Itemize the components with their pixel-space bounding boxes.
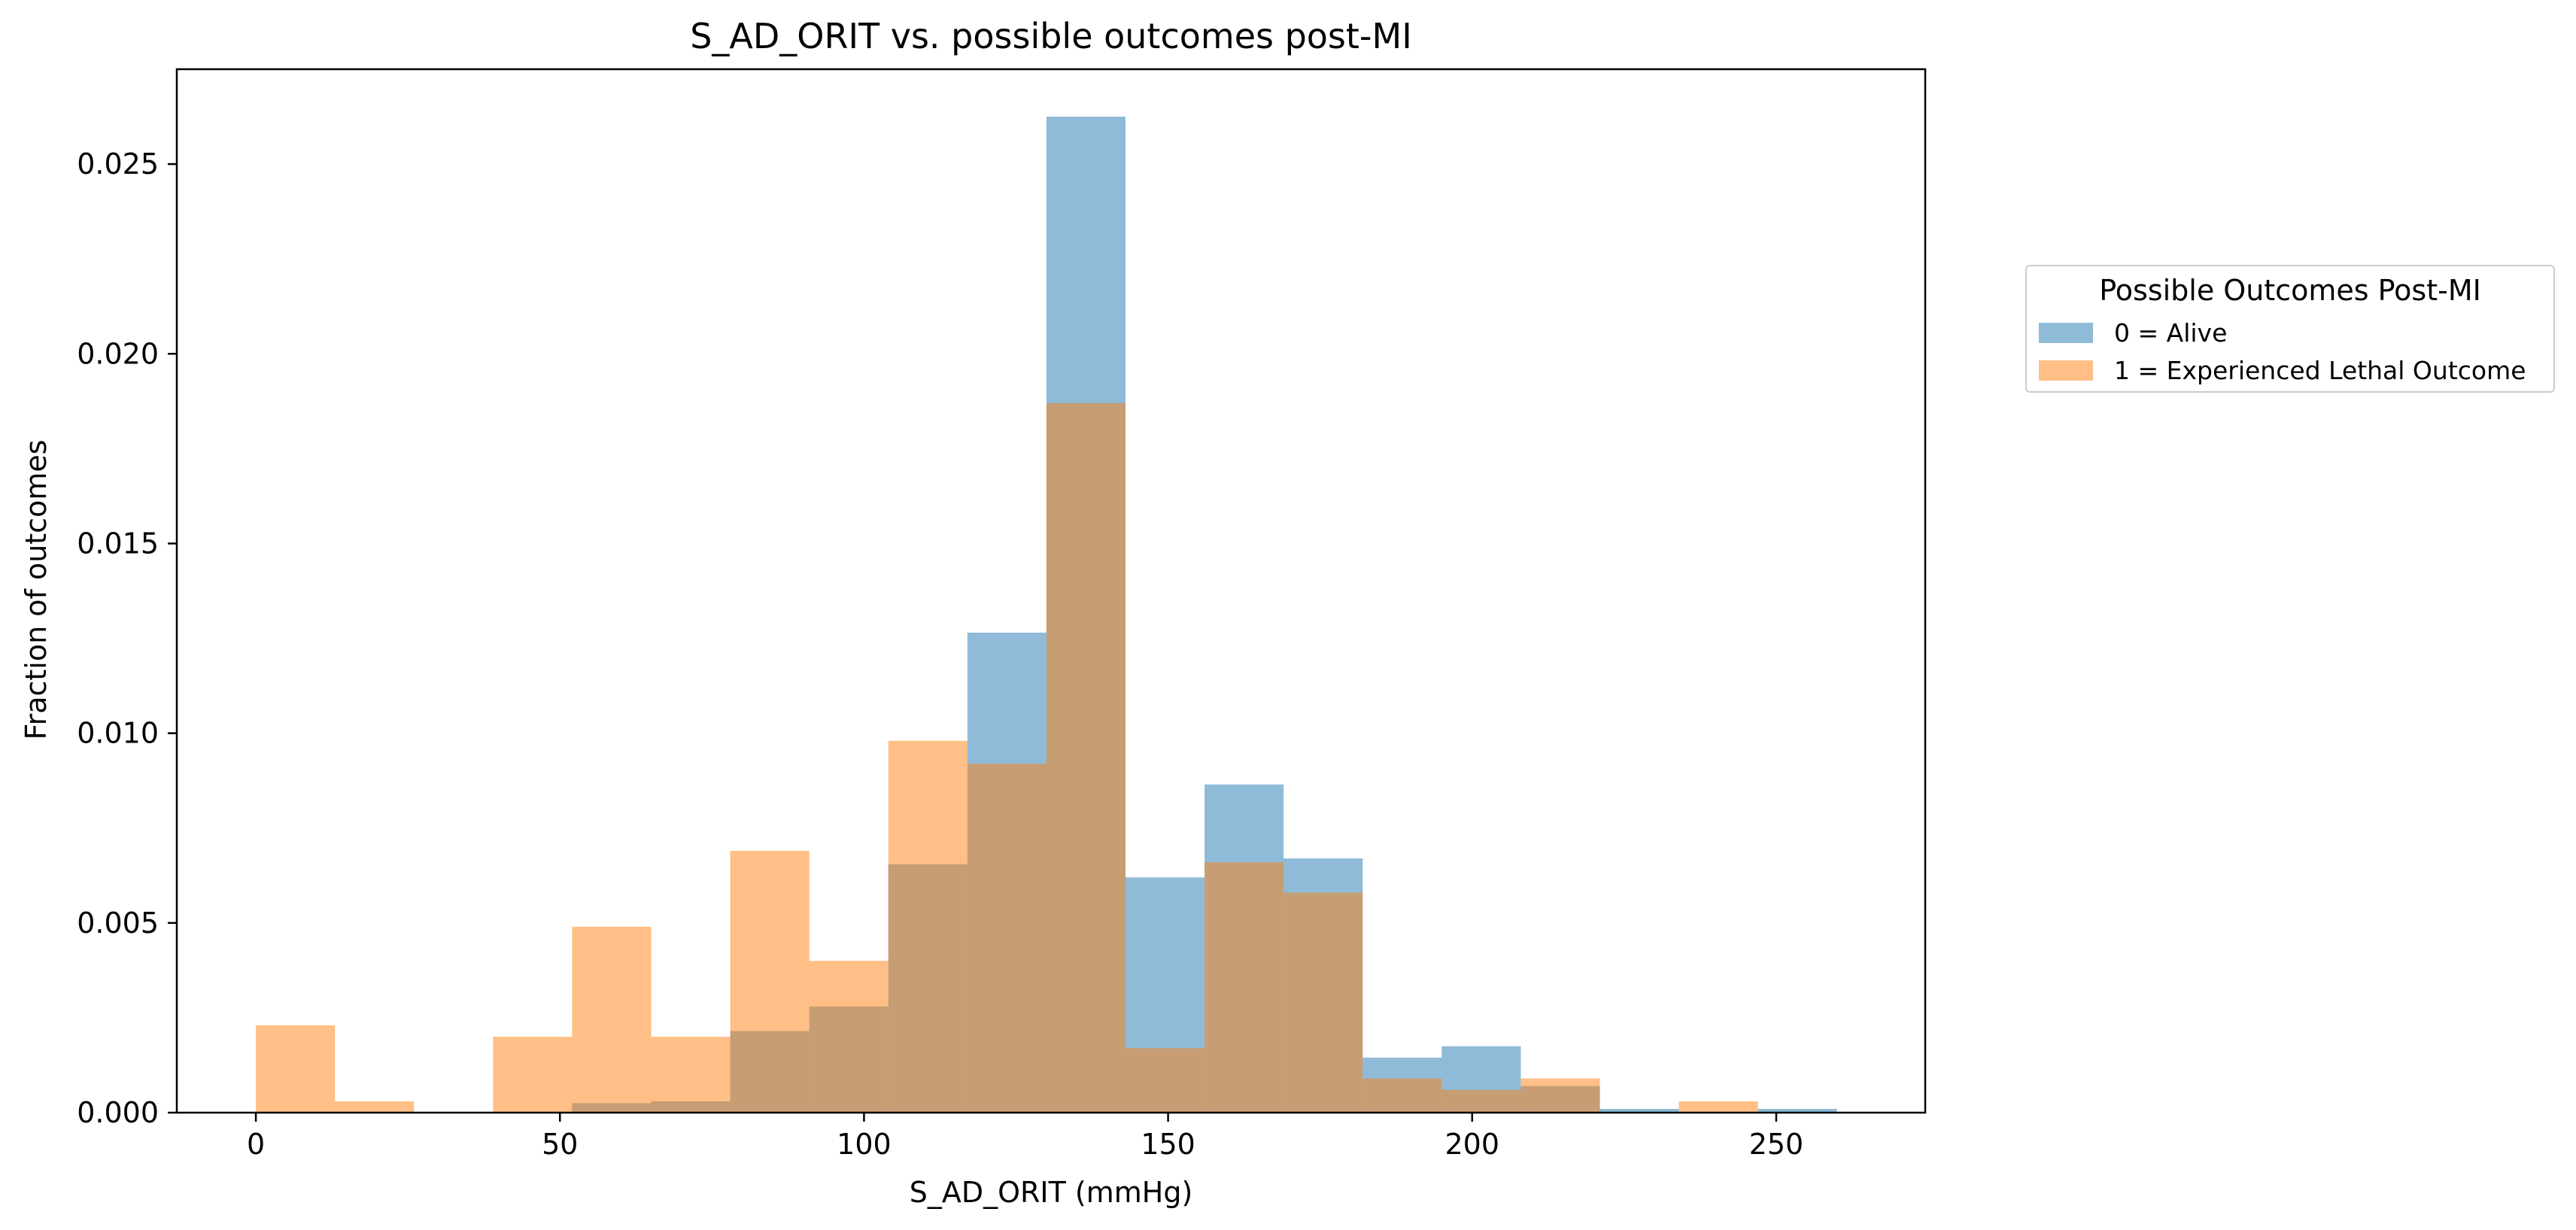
bar-lethal-18 [1678,1101,1758,1113]
legend-swatch-alive [2039,322,2093,343]
bar-lethal-15 [1441,1089,1521,1113]
legend-title: Possible Outcomes Post-MI [2099,274,2481,307]
bar-lethal-3 [493,1037,573,1113]
x-tick-label-3: 150 [1141,1128,1195,1161]
legend-label-alive: 0 = Alive [2114,317,2228,348]
chart-title: S_AD_ORIT vs. possible outcomes post-MI [690,16,1412,56]
plot-frame [175,68,1927,1114]
bar-lethal-14 [1362,1078,1442,1113]
y-tick-label-5: 0.025 [77,147,159,181]
y-tick-label-4: 0.020 [77,337,159,370]
x-tick-label-2: 100 [837,1128,892,1161]
bar-lethal-9 [967,763,1046,1113]
legend: Possible Outcomes Post-MI 0 = Alive 1 = … [2025,265,2555,393]
bar-lethal-4 [572,926,652,1113]
bars-layer [256,117,1837,1113]
x-tick-label-0: 0 [247,1128,265,1161]
y-tick-label-0: 0.000 [77,1096,159,1129]
bar-alive-17 [1599,1108,1679,1113]
bar-lethal-5 [651,1037,731,1113]
bar-lethal-6 [730,850,810,1113]
x-axis-label: S_AD_ORIT (mmHg) [910,1176,1193,1209]
legend-swatch-lethal [2039,360,2093,381]
y-tick-label-2: 0.010 [77,717,159,750]
y-tick-label-3: 0.015 [77,527,159,560]
x-tick-label-5: 250 [1749,1128,1804,1161]
x-tick-label-4: 200 [1445,1128,1500,1161]
legend-item-alive: 0 = Alive [2039,317,2227,348]
bar-lethal-8 [888,740,968,1113]
bar-lethal-13 [1283,892,1363,1113]
bar-lethal-10 [1046,402,1126,1113]
bar-lethal-0 [256,1025,336,1113]
y-axis-label: Fraction of outcomes [20,439,53,740]
y-tick-label-1: 0.005 [77,907,159,940]
bar-alive-19 [1757,1108,1837,1113]
bar-lethal-11 [1125,1048,1205,1113]
axes-layer: 0 50 100 150 200 250 0.000 0.005 0.010 0.015 0.020… [77,68,1927,1161]
bar-lethal-16 [1520,1078,1600,1113]
x-tick-label-1: 50 [542,1128,578,1161]
legend-label-lethal: 1 = Experienced Lethal Outcome [2114,355,2526,385]
bar-lethal-7 [809,961,889,1113]
bar-lethal-1 [335,1101,415,1113]
legend-item-lethal: 1 = Experienced Lethal Outcome [2039,355,2526,385]
bar-lethal-12 [1204,862,1284,1113]
